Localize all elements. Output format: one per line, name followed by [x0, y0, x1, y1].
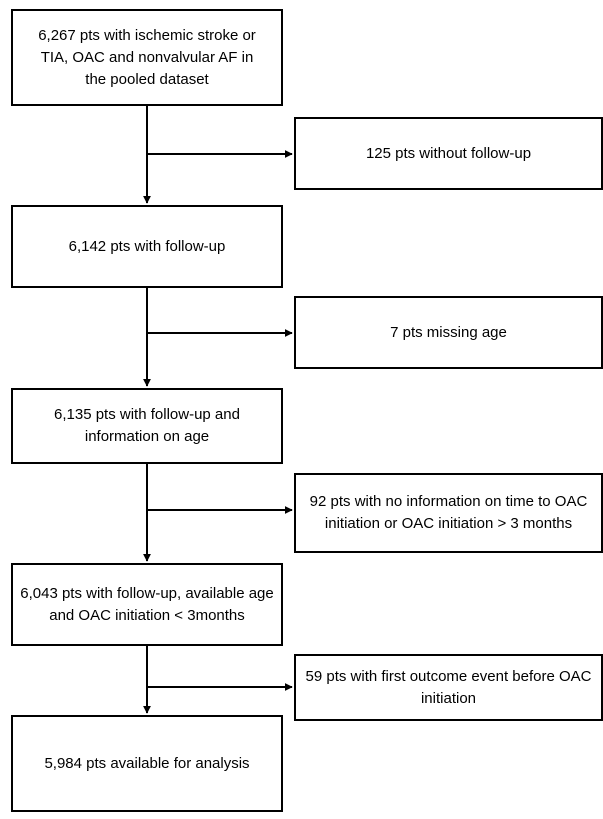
exclusion-text-4: 59 pts with first outcome event before O…: [305, 667, 592, 707]
exclusion-box-1: 125 pts without follow-up: [294, 117, 603, 190]
step-box-3: 6,135 pts with follow-up and information…: [11, 388, 283, 464]
step-box-2: 6,142 pts with follow-up: [11, 205, 283, 288]
exclusion-text-3: 92 pts with no information on time to OA…: [309, 493, 588, 532]
exclusion-box-2: 7 pts missing age: [294, 296, 603, 369]
exclusion-text-1: 125 pts without follow-up: [365, 144, 532, 162]
exclusion-text-2: 7 pts missing age: [390, 323, 507, 341]
step-text-3: 6,135 pts with follow-up and information…: [54, 406, 240, 445]
step-box-1: 6,267 pts with ischemic stroke or TIA, O…: [11, 9, 283, 106]
step-text-1: 6,267 pts with ischemic stroke or TIA, O…: [38, 26, 256, 88]
step-text-4: 6,043 pts with follow-up, available age …: [20, 584, 274, 624]
step-box-4: 6,043 pts with follow-up, available age …: [11, 563, 283, 646]
step-box-5: 5,984 pts available for analysis: [11, 715, 283, 812]
step-text-2: 6,142 pts with follow-up: [68, 237, 226, 255]
exclusion-box-3: 92 pts with no information on time to OA…: [294, 473, 603, 553]
exclusion-box-4: 59 pts with first outcome event before O…: [294, 654, 603, 721]
step-text-5: 5,984 pts available for analysis: [44, 754, 250, 772]
